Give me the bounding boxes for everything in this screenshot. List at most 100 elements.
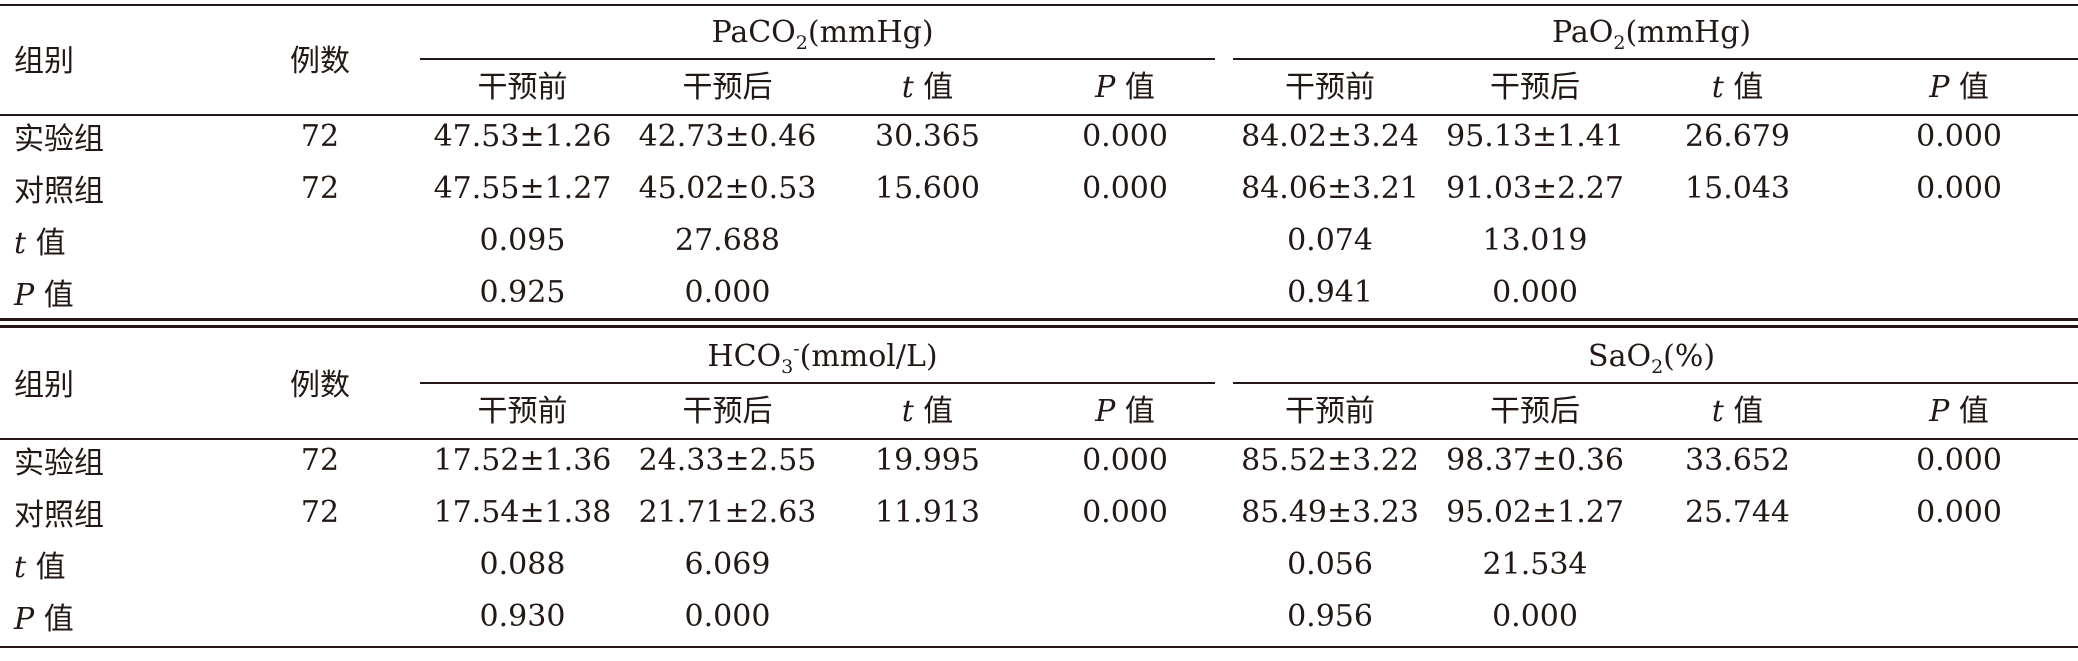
cell (830, 214, 1025, 266)
cell (1840, 590, 2078, 642)
cell: 0.000 (1916, 494, 2002, 530)
col-t: t 值 (1711, 70, 1764, 105)
cell: 11.913 (875, 494, 980, 530)
cell (220, 214, 420, 266)
row-label: 实验组 (14, 446, 104, 481)
cell: 0.956 (1287, 598, 1373, 634)
col-before: 干预前 (1285, 394, 1376, 429)
cell: 0.000 (1082, 442, 1168, 478)
row-label: 对照组 (14, 498, 104, 533)
cell: 15.043 (1685, 170, 1791, 206)
cell: 0.930 (479, 598, 566, 634)
cell (1840, 266, 2078, 318)
top-rule (0, 4, 2078, 6)
blood-gas-table-1: 组别 例数 PaCO2(mmHg) PaO2(mmHg) 干预前 干预后 t 值… (0, 6, 2078, 318)
col-t: t 值 (901, 394, 954, 429)
cell (1025, 214, 1225, 266)
row-label: t 值 (14, 550, 66, 585)
group-header: 组别 (14, 368, 74, 403)
row-label: P 值 (14, 278, 74, 313)
metric-header-hco3: HCO3-(mmol/L) (707, 337, 938, 378)
cell: 0.000 (1916, 118, 2002, 154)
cell: 0.088 (479, 546, 566, 582)
cell (1635, 538, 1840, 590)
cell: 0.056 (1287, 546, 1373, 582)
cell: 84.02±3.24 (1241, 118, 1419, 154)
cell: 0.000 (1916, 170, 2002, 206)
cell: 0.000 (684, 598, 771, 634)
cell: 6.069 (684, 546, 771, 582)
cell: 0.074 (1287, 222, 1373, 258)
cell: 19.995 (875, 442, 980, 478)
table-row: 对照组 72 17.54±1.38 21.71±2.63 11.913 0.00… (0, 486, 2078, 538)
cell (1025, 538, 1225, 590)
cell: 0.925 (479, 274, 566, 310)
metric1-underline-2 (420, 382, 1215, 384)
cell (1635, 590, 1840, 642)
col-p: P 值 (1095, 70, 1155, 105)
metric-header-sao2: SaO2(%) (1588, 338, 1716, 378)
cell (1635, 214, 1840, 266)
cell (220, 590, 420, 642)
cell (830, 266, 1025, 318)
cell: 85.49±3.23 (1241, 494, 1419, 530)
col-after: 干预后 (682, 394, 773, 429)
cell: 85.52±3.22 (1241, 442, 1419, 478)
cell: 27.688 (675, 222, 780, 258)
metric2-underline-2 (1233, 382, 2078, 384)
cell: 95.13±1.41 (1446, 118, 1624, 154)
table-row: t 值 0.095 27.688 0.074 13.019 (0, 214, 2078, 266)
metric-header-pao2: PaO2(mmHg) (1552, 14, 1752, 54)
count-header: 例数 (290, 44, 350, 79)
metric1-underline-1 (420, 58, 1215, 60)
cell: 0.941 (1287, 274, 1373, 310)
cell (1025, 590, 1225, 642)
cell: 47.55±1.27 (433, 170, 612, 206)
cell: 25.744 (1685, 494, 1791, 530)
cell: 47.53±1.26 (433, 118, 612, 154)
col-before: 干预前 (477, 394, 568, 429)
bottom-rule (0, 646, 2078, 648)
count-header: 例数 (290, 368, 350, 403)
cell (1840, 214, 2078, 266)
cell: 72 (300, 442, 340, 478)
col-t: t 值 (901, 70, 954, 105)
cell: 21.534 (1482, 546, 1588, 582)
table-row: 对照组 72 47.55±1.27 45.02±0.53 15.600 0.00… (0, 162, 2078, 214)
row-label: t 值 (14, 226, 66, 261)
col-after: 干预后 (682, 70, 773, 105)
metric2-underline-1 (1233, 58, 2078, 60)
cell: 0.095 (479, 222, 566, 258)
row-label: 实验组 (14, 122, 104, 157)
col-p: P 值 (1929, 394, 1989, 429)
col-after: 干预后 (1490, 394, 1581, 429)
col-before: 干预前 (477, 70, 568, 105)
cell: 0.000 (684, 274, 771, 310)
cell: 33.652 (1685, 442, 1791, 478)
cell (1635, 266, 1840, 318)
cell: 0.000 (1082, 494, 1168, 530)
cell: 0.000 (1492, 598, 1578, 634)
cell (220, 538, 420, 590)
col-t: t 值 (1711, 394, 1764, 429)
cell (830, 538, 1025, 590)
cell: 17.52±1.36 (433, 442, 612, 478)
row-label: P 值 (14, 602, 74, 637)
col-before: 干预前 (1285, 70, 1376, 105)
group-header: 组别 (14, 44, 74, 79)
cell: 72 (300, 170, 340, 206)
cell: 84.06±3.21 (1241, 170, 1419, 206)
table-row: P 值 0.925 0.000 0.941 0.000 (0, 266, 2078, 318)
cell: 21.71±2.63 (638, 494, 817, 530)
cell: 0.000 (1916, 442, 2002, 478)
cell: 45.02±0.53 (638, 170, 817, 206)
table-row: 实验组 72 47.53±1.26 42.73±0.46 30.365 0.00… (0, 110, 2078, 162)
cell: 15.600 (875, 170, 980, 206)
cell (1840, 538, 2078, 590)
double-rule-lower (0, 325, 2078, 328)
cell: 24.33±2.55 (638, 442, 817, 478)
cell: 98.37±0.36 (1446, 442, 1624, 478)
col-p: P 值 (1095, 394, 1155, 429)
cell: 72 (300, 494, 340, 530)
cell: 42.73±0.46 (638, 118, 817, 154)
